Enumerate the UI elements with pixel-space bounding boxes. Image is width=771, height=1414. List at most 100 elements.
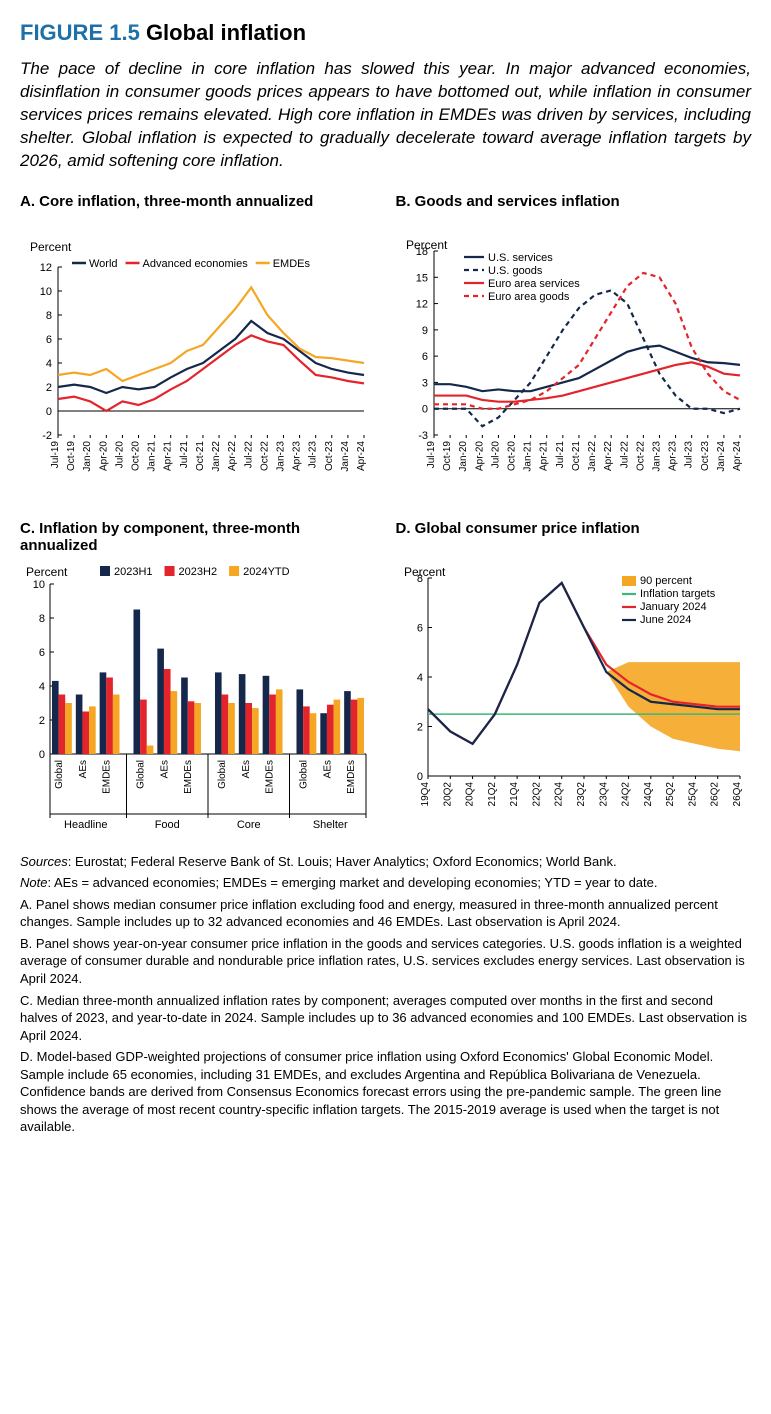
svg-text:4: 4 (39, 681, 45, 693)
svg-text:Apr-20: Apr-20 (474, 440, 485, 470)
figure-notes: Sources: Eurostat; Federal Reserve Bank … (20, 853, 751, 1136)
svg-text:Apr-21: Apr-21 (538, 440, 549, 470)
svg-text:26Q4: 26Q4 (732, 781, 743, 806)
svg-text:Jul-19: Jul-19 (426, 440, 437, 468)
svg-text:2: 2 (416, 721, 422, 733)
svg-text:15: 15 (415, 272, 427, 284)
svg-text:Oct-19: Oct-19 (66, 440, 77, 470)
svg-text:Apr-20: Apr-20 (98, 440, 109, 470)
figure-number: FIGURE 1.5 (20, 20, 140, 45)
svg-text:4: 4 (46, 358, 52, 370)
chart-a: PercentWorldAdvanced economiesEMDEs-2024… (20, 235, 370, 495)
svg-text:22Q4: 22Q4 (553, 781, 564, 806)
svg-text:20Q4: 20Q4 (464, 781, 475, 806)
svg-text:EMDEs: EMDEs (346, 760, 357, 794)
svg-text:Oct-19: Oct-19 (442, 440, 453, 470)
svg-text:AEs: AEs (78, 760, 89, 778)
svg-text:January 2024: January 2024 (640, 601, 707, 613)
svg-text:Jul-20: Jul-20 (114, 440, 125, 468)
note-a: A. Panel shows median consumer price inf… (20, 896, 751, 931)
svg-text:Food: Food (155, 819, 180, 831)
svg-text:Global: Global (135, 760, 146, 789)
svg-text:EMDEs: EMDEs (273, 258, 311, 270)
svg-text:Global: Global (54, 760, 65, 789)
svg-text:26Q2: 26Q2 (709, 781, 720, 806)
svg-text:Jan-22: Jan-22 (211, 440, 222, 471)
svg-text:Oct-22: Oct-22 (635, 440, 646, 470)
svg-text:Inflation targets: Inflation targets (640, 588, 716, 600)
note-d: D. Model-based GDP-weighted projections … (20, 1048, 751, 1136)
svg-text:2: 2 (39, 715, 45, 727)
svg-text:10: 10 (33, 579, 45, 591)
svg-text:Apr-22: Apr-22 (227, 440, 238, 470)
svg-text:Core: Core (237, 819, 261, 831)
svg-text:Jul-19: Jul-19 (50, 440, 61, 468)
panel-a-title: A. Core inflation, three-month annualize… (20, 193, 376, 229)
svg-text:24Q2: 24Q2 (620, 781, 631, 806)
svg-text:Shelter: Shelter (313, 819, 348, 831)
svg-text:Advanced economies: Advanced economies (143, 258, 249, 270)
svg-text:Oct-21: Oct-21 (195, 440, 206, 470)
svg-text:-3: -3 (418, 430, 428, 442)
svg-text:12: 12 (415, 298, 427, 310)
svg-text:EMDEs: EMDEs (102, 760, 113, 794)
svg-text:21Q4: 21Q4 (509, 781, 520, 806)
svg-text:Jan-21: Jan-21 (522, 440, 533, 471)
svg-text:25Q2: 25Q2 (665, 781, 676, 806)
svg-text:-2: -2 (42, 430, 52, 442)
svg-text:Jul-23: Jul-23 (683, 440, 694, 468)
svg-text:24Q4: 24Q4 (642, 781, 653, 806)
svg-text:AEs: AEs (322, 760, 333, 778)
svg-text:0: 0 (421, 403, 427, 415)
panel-c-title: C. Inflation by component, three-month a… (20, 520, 376, 556)
svg-text:0: 0 (46, 406, 52, 418)
svg-text:Oct-21: Oct-21 (570, 440, 581, 470)
sources-text: Eurostat; Federal Reserve Bank of St. Lo… (75, 854, 617, 869)
svg-text:Euro area services: Euro area services (488, 278, 580, 290)
svg-text:6: 6 (46, 334, 52, 346)
svg-text:AEs: AEs (159, 760, 170, 778)
svg-text:2023H2: 2023H2 (179, 566, 218, 578)
svg-text:Jul-22: Jul-22 (243, 440, 254, 468)
svg-text:6: 6 (416, 622, 422, 634)
svg-text:Jul-23: Jul-23 (308, 440, 319, 468)
svg-text:9: 9 (421, 325, 427, 337)
svg-text:2: 2 (46, 382, 52, 394)
svg-text:8: 8 (416, 573, 422, 585)
svg-text:Jul-22: Jul-22 (619, 440, 630, 468)
svg-text:23Q4: 23Q4 (598, 781, 609, 806)
panel-d-title: D. Global consumer price inflation (396, 520, 752, 556)
svg-text:Jan-22: Jan-22 (587, 440, 598, 471)
svg-text:12: 12 (40, 262, 52, 274)
svg-text:Oct-20: Oct-20 (131, 440, 142, 470)
svg-text:Oct-22: Oct-22 (259, 440, 270, 470)
svg-text:June 2024: June 2024 (640, 614, 691, 626)
note-c: C. Median three-month annualized inflati… (20, 992, 751, 1045)
svg-text:6: 6 (39, 647, 45, 659)
svg-text:Jan-23: Jan-23 (651, 440, 662, 471)
svg-text:4: 4 (416, 672, 422, 684)
svg-text:U.S. services: U.S. services (488, 252, 553, 264)
panel-d: D. Global consumer price inflation Perce… (396, 520, 752, 837)
svg-text:Apr-22: Apr-22 (603, 440, 614, 470)
note-label: Note (20, 875, 47, 890)
figure-title: FIGURE 1.5 Global inflation (20, 20, 751, 46)
svg-text:AEs: AEs (241, 760, 252, 778)
svg-text:Percent: Percent (404, 565, 446, 579)
svg-text:10: 10 (40, 286, 52, 298)
svg-text:U.S. goods: U.S. goods (488, 265, 543, 277)
svg-text:EMDEs: EMDEs (183, 760, 194, 794)
sources-label: Sources (20, 854, 68, 869)
svg-text:22Q2: 22Q2 (531, 781, 542, 806)
svg-text:Global: Global (217, 760, 228, 789)
svg-text:23Q2: 23Q2 (576, 781, 587, 806)
svg-text:Jan-20: Jan-20 (458, 440, 469, 471)
svg-text:8: 8 (39, 613, 45, 625)
svg-text:Euro area goods: Euro area goods (488, 291, 570, 303)
svg-text:Apr-23: Apr-23 (667, 440, 678, 470)
panel-a: A. Core inflation, three-month annualize… (20, 193, 376, 500)
svg-text:Apr-23: Apr-23 (292, 440, 303, 470)
svg-text:Apr-21: Apr-21 (163, 440, 174, 470)
figure-caption: The pace of decline in core inflation ha… (20, 58, 751, 173)
chart-b: Percent-30369121518Jul-19Oct-19Jan-20Apr… (396, 235, 746, 495)
